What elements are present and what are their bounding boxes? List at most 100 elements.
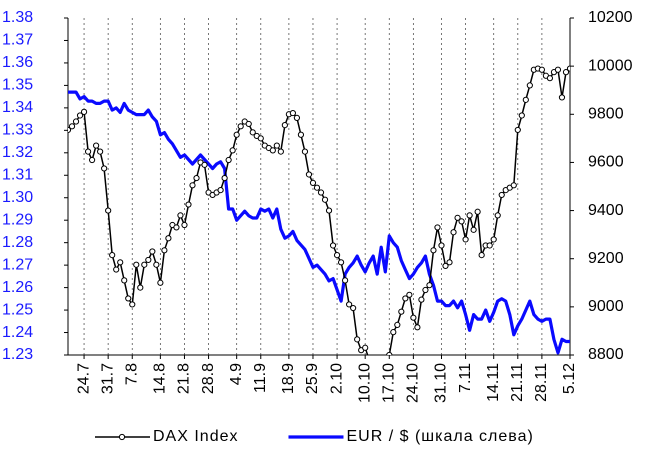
data-point xyxy=(257,135,264,142)
data-point xyxy=(129,301,136,308)
x-tick-label: 31.10 xyxy=(433,363,450,403)
data-point xyxy=(342,277,349,284)
data-point xyxy=(137,284,144,291)
data-point xyxy=(141,261,148,268)
data-point xyxy=(362,344,369,351)
y-tick-label: 1.36 xyxy=(2,54,33,71)
data-point xyxy=(394,321,401,329)
data-point xyxy=(305,171,313,178)
series-line xyxy=(68,67,570,355)
y2-tick-label: 10000 xyxy=(588,57,633,74)
data-point xyxy=(386,351,393,355)
data-point xyxy=(117,259,124,266)
y2-tick-label: 9400 xyxy=(588,202,624,219)
y-tick-label: 1.24 xyxy=(2,324,33,341)
data-point xyxy=(426,282,433,289)
data-point xyxy=(367,357,372,362)
data-point xyxy=(321,196,329,203)
data-point xyxy=(346,301,353,308)
data-point xyxy=(125,295,132,302)
data-point xyxy=(406,291,413,298)
data-point xyxy=(454,214,461,221)
data-point xyxy=(133,261,140,268)
data-point xyxy=(375,390,380,395)
x-tick-label: 17.10 xyxy=(380,363,397,403)
y-tick-label: 1.34 xyxy=(2,99,33,116)
data-point xyxy=(313,184,321,191)
data-point xyxy=(229,147,236,154)
data-point xyxy=(80,108,88,115)
data-point xyxy=(301,148,309,155)
data-point xyxy=(317,189,325,196)
data-point xyxy=(84,148,92,155)
y-tick-label: 1.32 xyxy=(2,144,33,161)
data-point xyxy=(249,129,256,136)
data-point xyxy=(105,207,112,214)
data-point xyxy=(402,295,409,302)
data-point xyxy=(470,226,477,233)
data-point xyxy=(157,279,164,286)
y2-tick-label: 8800 xyxy=(588,346,624,363)
data-point xyxy=(466,212,473,219)
data-point xyxy=(149,248,156,255)
data-point xyxy=(390,329,397,336)
data-point xyxy=(293,114,301,121)
data-point xyxy=(538,66,545,73)
data-point xyxy=(297,131,305,138)
x-tick-label: 25.9 xyxy=(304,363,321,394)
y2-tick-label: 9800 xyxy=(588,106,624,123)
data-point xyxy=(474,208,481,215)
data-point xyxy=(225,156,232,164)
data-point xyxy=(450,229,457,236)
data-point xyxy=(337,259,345,266)
data-point xyxy=(554,66,562,73)
x-tick-label: 4.9 xyxy=(228,363,245,385)
data-point xyxy=(462,236,469,243)
data-point xyxy=(68,126,72,134)
data-point xyxy=(185,201,192,208)
data-point xyxy=(329,242,337,249)
y-tick-label: 1.26 xyxy=(2,279,33,296)
x-tick-label: 7.8 xyxy=(123,363,140,385)
x-tick-label: 7.11 xyxy=(457,363,474,393)
data-point xyxy=(518,112,525,119)
data-point xyxy=(193,174,200,182)
x-tick-label: 2.10 xyxy=(328,363,345,394)
data-point xyxy=(422,286,429,294)
data-point xyxy=(88,156,96,164)
data-point xyxy=(486,242,493,249)
data-point xyxy=(217,187,224,194)
data-point xyxy=(189,182,196,189)
y-tick-label: 1.23 xyxy=(2,346,33,363)
x-tick-label: 24.10 xyxy=(405,363,422,403)
data-point xyxy=(410,314,417,321)
y-tick-label: 1.30 xyxy=(2,189,33,206)
x-tick-label: 11.9 xyxy=(252,363,269,393)
data-point xyxy=(289,109,296,117)
data-point xyxy=(562,69,570,76)
plot-area xyxy=(68,65,570,395)
y2-tick-label: 9000 xyxy=(588,298,624,315)
y-tick-label: 1.33 xyxy=(2,122,33,139)
legend-marker xyxy=(118,433,126,441)
data-point xyxy=(490,236,497,243)
data-point xyxy=(97,148,104,155)
data-point xyxy=(434,224,441,231)
x-tick-label: 5.12 xyxy=(561,363,578,394)
y2-tick-label: 10200 xyxy=(588,9,633,26)
data-point xyxy=(245,120,252,128)
data-point xyxy=(233,131,240,138)
data-point xyxy=(68,123,76,130)
x-tick-label: 28.8 xyxy=(200,363,217,394)
data-point xyxy=(414,324,421,331)
x-tick-label: 31.7 xyxy=(99,363,116,394)
y-tick-label: 1.35 xyxy=(2,77,33,94)
data-point xyxy=(442,262,449,270)
data-point xyxy=(350,304,357,312)
y-tick-label: 1.29 xyxy=(2,211,33,228)
data-point xyxy=(522,96,529,103)
data-point xyxy=(269,147,276,154)
data-point xyxy=(101,165,108,172)
